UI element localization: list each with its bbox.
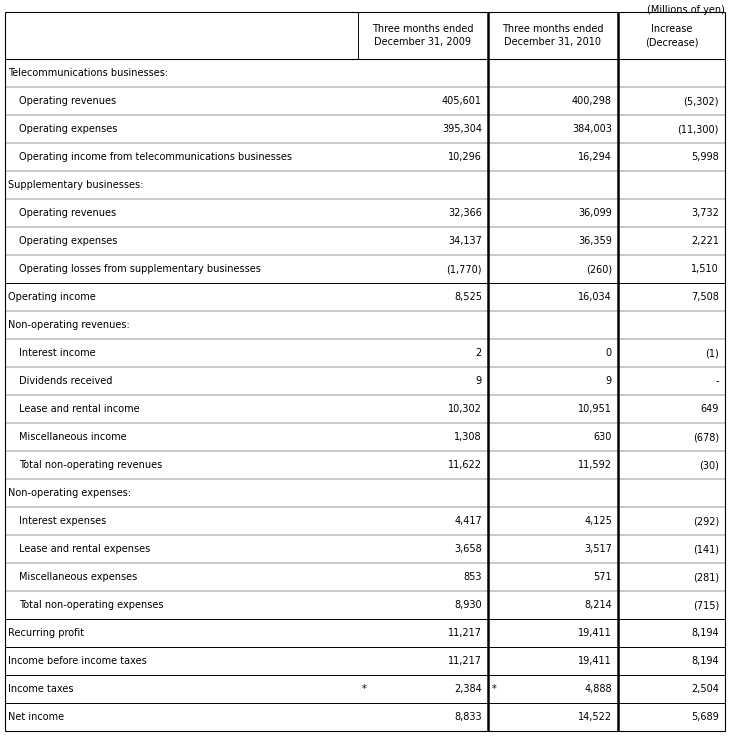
Text: 2,384: 2,384 (454, 684, 482, 694)
Text: 8,214: 8,214 (584, 600, 612, 610)
Text: 34,137: 34,137 (448, 236, 482, 246)
Text: 11,622: 11,622 (448, 460, 482, 470)
Text: 1,510: 1,510 (691, 264, 719, 274)
Text: 16,294: 16,294 (578, 152, 612, 162)
Text: Income taxes: Income taxes (8, 684, 74, 694)
Text: Operating losses from supplementary businesses: Operating losses from supplementary busi… (19, 264, 261, 274)
Text: 2: 2 (476, 348, 482, 358)
Text: 4,417: 4,417 (454, 516, 482, 526)
Text: (30): (30) (699, 460, 719, 470)
Text: 395,304: 395,304 (442, 124, 482, 134)
Text: (11,300): (11,300) (677, 124, 719, 134)
Text: 8,833: 8,833 (454, 712, 482, 722)
Text: (5,302): (5,302) (683, 96, 719, 106)
Text: Operating revenues: Operating revenues (19, 208, 116, 218)
Text: 3,658: 3,658 (454, 544, 482, 554)
Text: 384,003: 384,003 (572, 124, 612, 134)
Text: 36,359: 36,359 (578, 236, 612, 246)
Text: 36,099: 36,099 (578, 208, 612, 218)
Text: Operating income from telecommunications businesses: Operating income from telecommunications… (19, 152, 292, 162)
Text: 630: 630 (593, 432, 612, 442)
Text: 9: 9 (606, 376, 612, 386)
Text: Miscellaneous expenses: Miscellaneous expenses (19, 572, 137, 582)
Text: 10,302: 10,302 (448, 404, 482, 414)
Text: Supplementary businesses:: Supplementary businesses: (8, 180, 143, 190)
Text: 8,194: 8,194 (691, 628, 719, 638)
Text: (715): (715) (693, 600, 719, 610)
Text: 7,508: 7,508 (691, 292, 719, 302)
Text: 405,601: 405,601 (442, 96, 482, 106)
Text: 8,194: 8,194 (691, 656, 719, 666)
Text: -: - (715, 376, 719, 386)
Text: Increase
(Decrease): Increase (Decrease) (645, 24, 699, 47)
Text: Operating expenses: Operating expenses (19, 236, 118, 246)
Text: 32,366: 32,366 (448, 208, 482, 218)
Text: Net income: Net income (8, 712, 64, 722)
Text: (Millions of yen): (Millions of yen) (647, 5, 725, 15)
Text: 4,888: 4,888 (585, 684, 612, 694)
Text: (1,770): (1,770) (447, 264, 482, 274)
Text: 10,951: 10,951 (578, 404, 612, 414)
Text: (292): (292) (693, 516, 719, 526)
Text: Three months ended
December 31, 2009: Three months ended December 31, 2009 (372, 24, 474, 47)
Text: Income before income taxes: Income before income taxes (8, 656, 147, 666)
Text: Total non-operating expenses: Total non-operating expenses (19, 600, 164, 610)
Text: 1,308: 1,308 (454, 432, 482, 442)
Text: 16,034: 16,034 (578, 292, 612, 302)
Text: 0: 0 (606, 348, 612, 358)
Text: 14,522: 14,522 (578, 712, 612, 722)
Text: 4,125: 4,125 (584, 516, 612, 526)
Text: 11,217: 11,217 (448, 628, 482, 638)
Text: Non-operating expenses:: Non-operating expenses: (8, 488, 131, 498)
Text: Operating expenses: Operating expenses (19, 124, 118, 134)
Text: Interest expenses: Interest expenses (19, 516, 107, 526)
Text: 5,689: 5,689 (691, 712, 719, 722)
Text: 2,221: 2,221 (691, 236, 719, 246)
Text: Three months ended
December 31, 2010: Three months ended December 31, 2010 (502, 24, 604, 47)
Text: 8,525: 8,525 (454, 292, 482, 302)
Text: (141): (141) (693, 544, 719, 554)
Text: Telecommunications businesses:: Telecommunications businesses: (8, 68, 168, 78)
Text: Dividends received: Dividends received (19, 376, 112, 386)
Text: Lease and rental expenses: Lease and rental expenses (19, 544, 150, 554)
Text: Operating revenues: Operating revenues (19, 96, 116, 106)
Text: Operating income: Operating income (8, 292, 96, 302)
Text: 3,517: 3,517 (584, 544, 612, 554)
Text: Total non-operating revenues: Total non-operating revenues (19, 460, 162, 470)
Text: Interest income: Interest income (19, 348, 96, 358)
Text: 400,298: 400,298 (572, 96, 612, 106)
Text: 19,411: 19,411 (578, 628, 612, 638)
Text: 11,217: 11,217 (448, 656, 482, 666)
Text: 853: 853 (464, 572, 482, 582)
Text: (678): (678) (693, 432, 719, 442)
Text: 19,411: 19,411 (578, 656, 612, 666)
Text: 2,504: 2,504 (691, 684, 719, 694)
Text: 10,296: 10,296 (448, 152, 482, 162)
Text: 571: 571 (593, 572, 612, 582)
Text: Lease and rental income: Lease and rental income (19, 404, 139, 414)
Text: Recurring profit: Recurring profit (8, 628, 84, 638)
Text: 649: 649 (701, 404, 719, 414)
Text: Non-operating revenues:: Non-operating revenues: (8, 320, 130, 330)
Text: 3,732: 3,732 (691, 208, 719, 218)
Text: 11,592: 11,592 (578, 460, 612, 470)
Text: (260): (260) (586, 264, 612, 274)
Text: *: * (492, 684, 496, 694)
Text: *: * (362, 684, 366, 694)
Text: (281): (281) (693, 572, 719, 582)
Text: 8,930: 8,930 (454, 600, 482, 610)
Text: (1): (1) (705, 348, 719, 358)
Text: Miscellaneous income: Miscellaneous income (19, 432, 126, 442)
Text: 5,998: 5,998 (691, 152, 719, 162)
Text: 9: 9 (476, 376, 482, 386)
